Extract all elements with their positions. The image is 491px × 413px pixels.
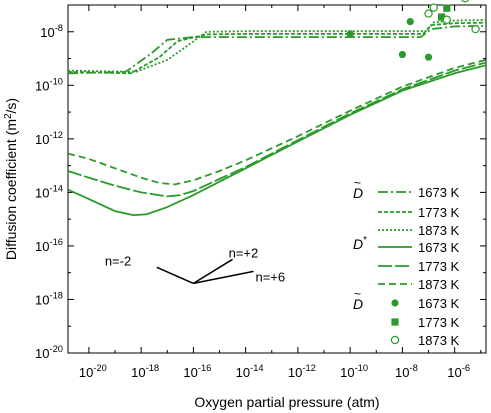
data-point-1873K: [461, 0, 469, 3]
legend-label: 1673 K: [418, 240, 460, 255]
legend-symbol: D: [353, 185, 363, 201]
series-line-tracer-1773K: [68, 61, 486, 198]
axes: 10-8 10-10 10-12 10-14 10-16 10-18 10-20 10-20 1…: [3, 4, 487, 410]
slope-line: [193, 270, 254, 285]
legend-label: 1773 K: [418, 205, 460, 220]
data-point-1773K: [437, 13, 446, 21]
series-line-tracer-1873K: [68, 59, 486, 186]
data-point-1873K: [429, 3, 438, 12]
x-tick-label: 10-12: [288, 363, 316, 380]
slope-line: [156, 266, 194, 285]
legend-accent: ~: [354, 176, 361, 190]
legend-label: 1873 K: [418, 277, 460, 292]
data-point-1873K: [424, 9, 433, 18]
data-point-1673K: [346, 30, 354, 38]
legend-symbol: D*: [353, 235, 367, 252]
series-line-chem-1673K: [68, 25, 486, 75]
x-axis-title: Oxygen partial pressure (atm): [194, 394, 379, 410]
data-point-1673K: [424, 53, 433, 61]
legend-label: 1673 K: [418, 296, 460, 311]
y-tick-label: 10-20: [35, 344, 63, 361]
x-tick-label: 10-16: [183, 363, 211, 380]
legend-label: 1773 K: [418, 315, 460, 330]
slope-label: n=+6: [255, 269, 285, 284]
x-tick-label: 10-6: [447, 363, 470, 380]
data-point-1773K: [443, 4, 451, 12]
y-tick-label: 10-10: [35, 76, 63, 93]
legend-label: 1873 K: [418, 223, 460, 238]
data-point-1873K: [442, 15, 452, 24]
legend-marker: [391, 299, 399, 307]
legend-marker: [390, 335, 400, 345]
scatter-group: [346, 0, 480, 61]
slope-label: n=-2: [105, 253, 131, 268]
slope-line: [193, 258, 233, 285]
plot-frame: [67, 4, 487, 354]
legend-symbol: D: [353, 296, 363, 312]
series-line-chem-1873K: [68, 19, 486, 73]
legend-label: 1873 K: [418, 333, 460, 348]
x-tick-label: 10-14: [236, 363, 264, 380]
slope-label: n=+2: [229, 245, 259, 260]
legend-label: 1673 K: [418, 185, 460, 200]
legend-marker: [391, 318, 399, 326]
series-group: [68, 19, 486, 217]
y-tick-label: 10-8: [40, 23, 63, 40]
y-tick-label: 10-14: [35, 184, 63, 201]
y-axis-title: Diffusion coefficient (m2/s): [3, 98, 19, 260]
y-tick-label: 10-16: [35, 237, 63, 254]
x-tick-label: 10-18: [131, 363, 159, 380]
x-tick-label: 10-8: [395, 363, 418, 380]
legend-accent: ~: [354, 287, 361, 301]
data-point-1673K: [406, 17, 414, 26]
data-point-1673K: [398, 50, 406, 59]
x-tick-label: 10-10: [340, 363, 368, 380]
data-point-1873K: [471, 24, 480, 34]
series-line-chem-1773K: [68, 21, 486, 75]
slope-annotation: n=-2 n=+2 n=+6: [105, 245, 285, 284]
y-tick-label: 10-12: [35, 130, 63, 147]
y-tick-label: 10-18: [35, 291, 63, 308]
x-tick-label: 10-20: [79, 363, 107, 380]
series-line-tracer-1673K: [68, 64, 486, 217]
legend-label: 1773 K: [418, 259, 460, 274]
